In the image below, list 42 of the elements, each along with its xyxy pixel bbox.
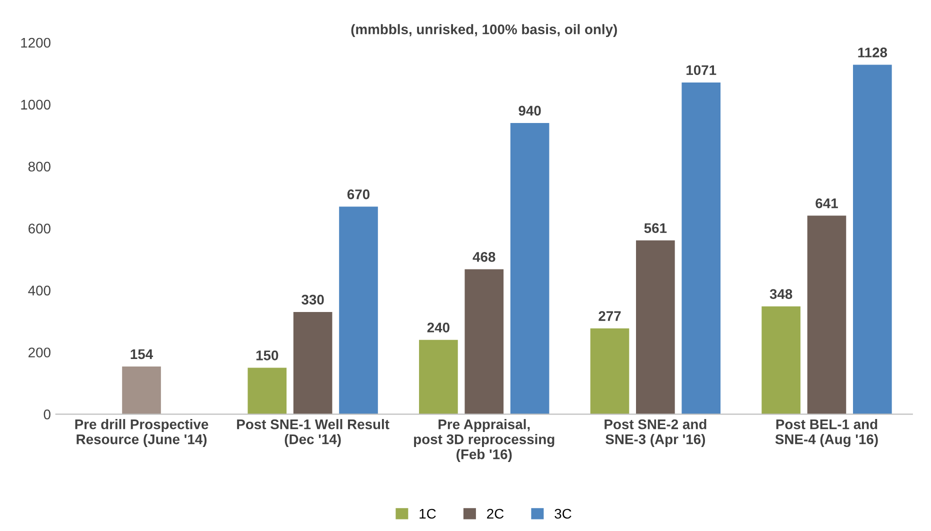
x-tick-label: Post SNE-1 Well Result (Dec '14) xyxy=(237,419,390,447)
x-tick-label: Post BEL-1 and SNE-4 (Aug '16) xyxy=(775,419,878,448)
y-tick-label: 600 xyxy=(28,224,50,234)
bar xyxy=(464,269,504,414)
bar xyxy=(248,368,287,414)
bar xyxy=(807,216,846,414)
data-label: 468 xyxy=(472,252,496,262)
y-tick-label: 400 xyxy=(28,286,50,296)
legend-label: 2C xyxy=(487,508,504,519)
bar xyxy=(682,82,721,414)
bar xyxy=(122,366,161,414)
data-label: 150 xyxy=(256,350,278,360)
bar xyxy=(510,123,550,414)
x-tick-label: Pre Appraisal, post 3D reprocessing (Feb '16) xyxy=(414,419,554,462)
data-label: 277 xyxy=(598,311,621,321)
y-tick-label: 0 xyxy=(44,410,50,420)
data-label: 641 xyxy=(816,198,838,208)
x-tick-label: Pre drill Prospective Resource (June '14) xyxy=(75,419,208,447)
legend-label: 1C xyxy=(420,508,436,519)
bar xyxy=(590,328,630,414)
data-label: 670 xyxy=(347,189,370,200)
bar xyxy=(339,206,378,414)
chart-title: (mmbbls, unrisked, 100% basis, oil only) xyxy=(351,24,617,38)
data-label: 940 xyxy=(518,106,541,116)
bar xyxy=(293,312,332,414)
data-label: 1071 xyxy=(686,65,716,76)
legend-label: 3C xyxy=(554,508,572,519)
data-label: 330 xyxy=(302,294,324,305)
bar xyxy=(419,340,458,414)
data-label: 154 xyxy=(130,349,154,360)
bar xyxy=(762,306,800,414)
y-tick-label: 1000 xyxy=(21,100,50,110)
y-tick-label: 1200 xyxy=(21,38,50,48)
data-label: 561 xyxy=(644,223,667,234)
data-label: 1128 xyxy=(858,48,888,58)
bar xyxy=(636,240,675,414)
y-tick-label: 200 xyxy=(28,348,50,358)
y-tick-label: 800 xyxy=(28,162,50,172)
bar xyxy=(852,64,892,414)
data-label: 348 xyxy=(770,289,792,300)
x-tick-label: Post SNE-2 and SNE-3 (Apr '16) xyxy=(604,419,706,447)
data-label: 240 xyxy=(427,322,450,332)
